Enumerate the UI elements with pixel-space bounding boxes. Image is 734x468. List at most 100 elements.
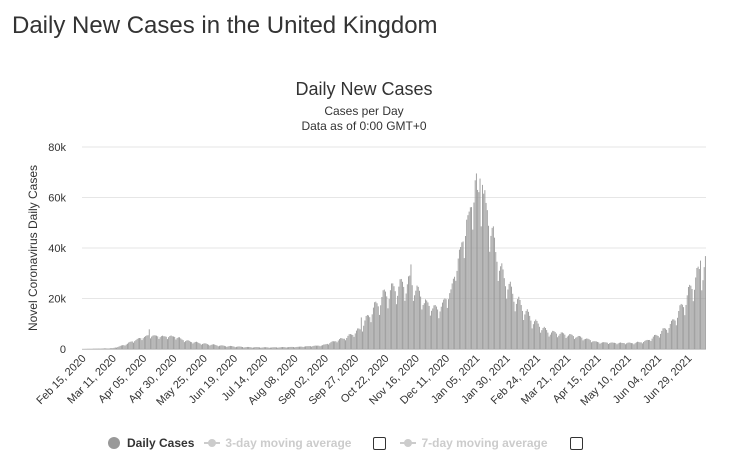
bar[interactable]: [581, 337, 583, 349]
bar[interactable]: [697, 266, 699, 349]
bar[interactable]: [686, 295, 688, 349]
bar[interactable]: [471, 207, 472, 349]
bar[interactable]: [122, 345, 124, 349]
bar[interactable]: [651, 338, 653, 349]
bar[interactable]: [434, 305, 436, 349]
bar[interactable]: [450, 289, 452, 349]
bar[interactable]: [535, 319, 537, 349]
bar[interactable]: [632, 343, 634, 349]
bar[interactable]: [598, 342, 600, 349]
bar[interactable]: [455, 280, 457, 349]
bar[interactable]: [479, 178, 481, 349]
bar[interactable]: [159, 337, 161, 349]
bar[interactable]: [215, 345, 217, 349]
bar[interactable]: [658, 337, 660, 349]
bar[interactable]: [325, 344, 327, 349]
bar[interactable]: [285, 347, 287, 349]
bar[interactable]: [503, 278, 505, 349]
bar[interactable]: [668, 328, 670, 349]
bar[interactable]: [571, 334, 573, 349]
bar[interactable]: [552, 330, 554, 349]
bar[interactable]: [403, 286, 405, 349]
bar[interactable]: [332, 341, 334, 349]
bar[interactable]: [202, 343, 204, 349]
bar[interactable]: [513, 301, 515, 349]
bar[interactable]: [306, 346, 308, 349]
bar[interactable]: [196, 341, 197, 349]
bar[interactable]: [687, 286, 689, 349]
bar[interactable]: [644, 340, 646, 349]
bar[interactable]: [650, 341, 652, 349]
bar[interactable]: [294, 347, 296, 349]
bar[interactable]: [454, 276, 456, 349]
bar[interactable]: [546, 330, 548, 349]
bar[interactable]: [655, 334, 657, 349]
bar[interactable]: [179, 337, 180, 349]
bar[interactable]: [147, 335, 149, 349]
bar[interactable]: [101, 348, 103, 350]
bar[interactable]: [166, 339, 168, 349]
bar[interactable]: [177, 337, 179, 349]
bar[interactable]: [347, 335, 349, 349]
bar[interactable]: [213, 344, 214, 349]
bar[interactable]: [358, 328, 360, 349]
bar[interactable]: [370, 322, 372, 349]
bar[interactable]: [164, 336, 166, 349]
bar[interactable]: [162, 335, 164, 349]
bar[interactable]: [616, 344, 618, 349]
bar[interactable]: [667, 332, 669, 349]
bar[interactable]: [592, 341, 594, 349]
bar[interactable]: [433, 305, 435, 349]
bar[interactable]: [465, 236, 466, 349]
bar[interactable]: [289, 346, 291, 349]
bar[interactable]: [641, 343, 643, 349]
bar[interactable]: [380, 305, 382, 349]
bar[interactable]: [364, 320, 366, 349]
bar[interactable]: [444, 298, 446, 349]
bar[interactable]: [610, 342, 612, 349]
bar[interactable]: [262, 347, 264, 349]
bar[interactable]: [611, 342, 613, 349]
bar[interactable]: [126, 343, 128, 349]
bar[interactable]: [120, 345, 122, 349]
bar[interactable]: [575, 337, 577, 349]
bar[interactable]: [621, 342, 623, 349]
bar[interactable]: [171, 336, 173, 349]
bar[interactable]: [623, 343, 625, 349]
bar[interactable]: [214, 344, 216, 349]
bar[interactable]: [664, 328, 666, 349]
bar[interactable]: [549, 334, 551, 349]
bar[interactable]: [143, 336, 145, 349]
bar[interactable]: [511, 286, 512, 349]
bar[interactable]: [354, 333, 356, 349]
bar[interactable]: [303, 346, 305, 349]
bar[interactable]: [280, 347, 282, 349]
bar[interactable]: [426, 300, 428, 349]
bar[interactable]: [197, 342, 199, 349]
bar[interactable]: [491, 227, 493, 349]
bar[interactable]: [363, 325, 365, 349]
bar[interactable]: [591, 342, 592, 349]
bar[interactable]: [580, 336, 582, 349]
bar[interactable]: [427, 302, 429, 349]
bar[interactable]: [278, 347, 280, 349]
bar[interactable]: [319, 346, 321, 349]
bar[interactable]: [432, 308, 434, 349]
bar[interactable]: [238, 346, 240, 349]
bar[interactable]: [342, 338, 344, 349]
bar[interactable]: [618, 342, 620, 349]
bar[interactable]: [540, 332, 542, 349]
bar[interactable]: [251, 347, 253, 349]
bar[interactable]: [260, 347, 262, 349]
bar[interactable]: [698, 269, 700, 349]
bar[interactable]: [521, 310, 523, 349]
bar[interactable]: [446, 307, 448, 349]
bar[interactable]: [362, 331, 363, 349]
bar[interactable]: [489, 251, 491, 349]
bar[interactable]: [284, 347, 286, 349]
bar[interactable]: [271, 347, 273, 349]
bar[interactable]: [671, 320, 672, 349]
bar[interactable]: [428, 305, 430, 349]
bar[interactable]: [232, 346, 234, 349]
bar[interactable]: [448, 299, 449, 349]
